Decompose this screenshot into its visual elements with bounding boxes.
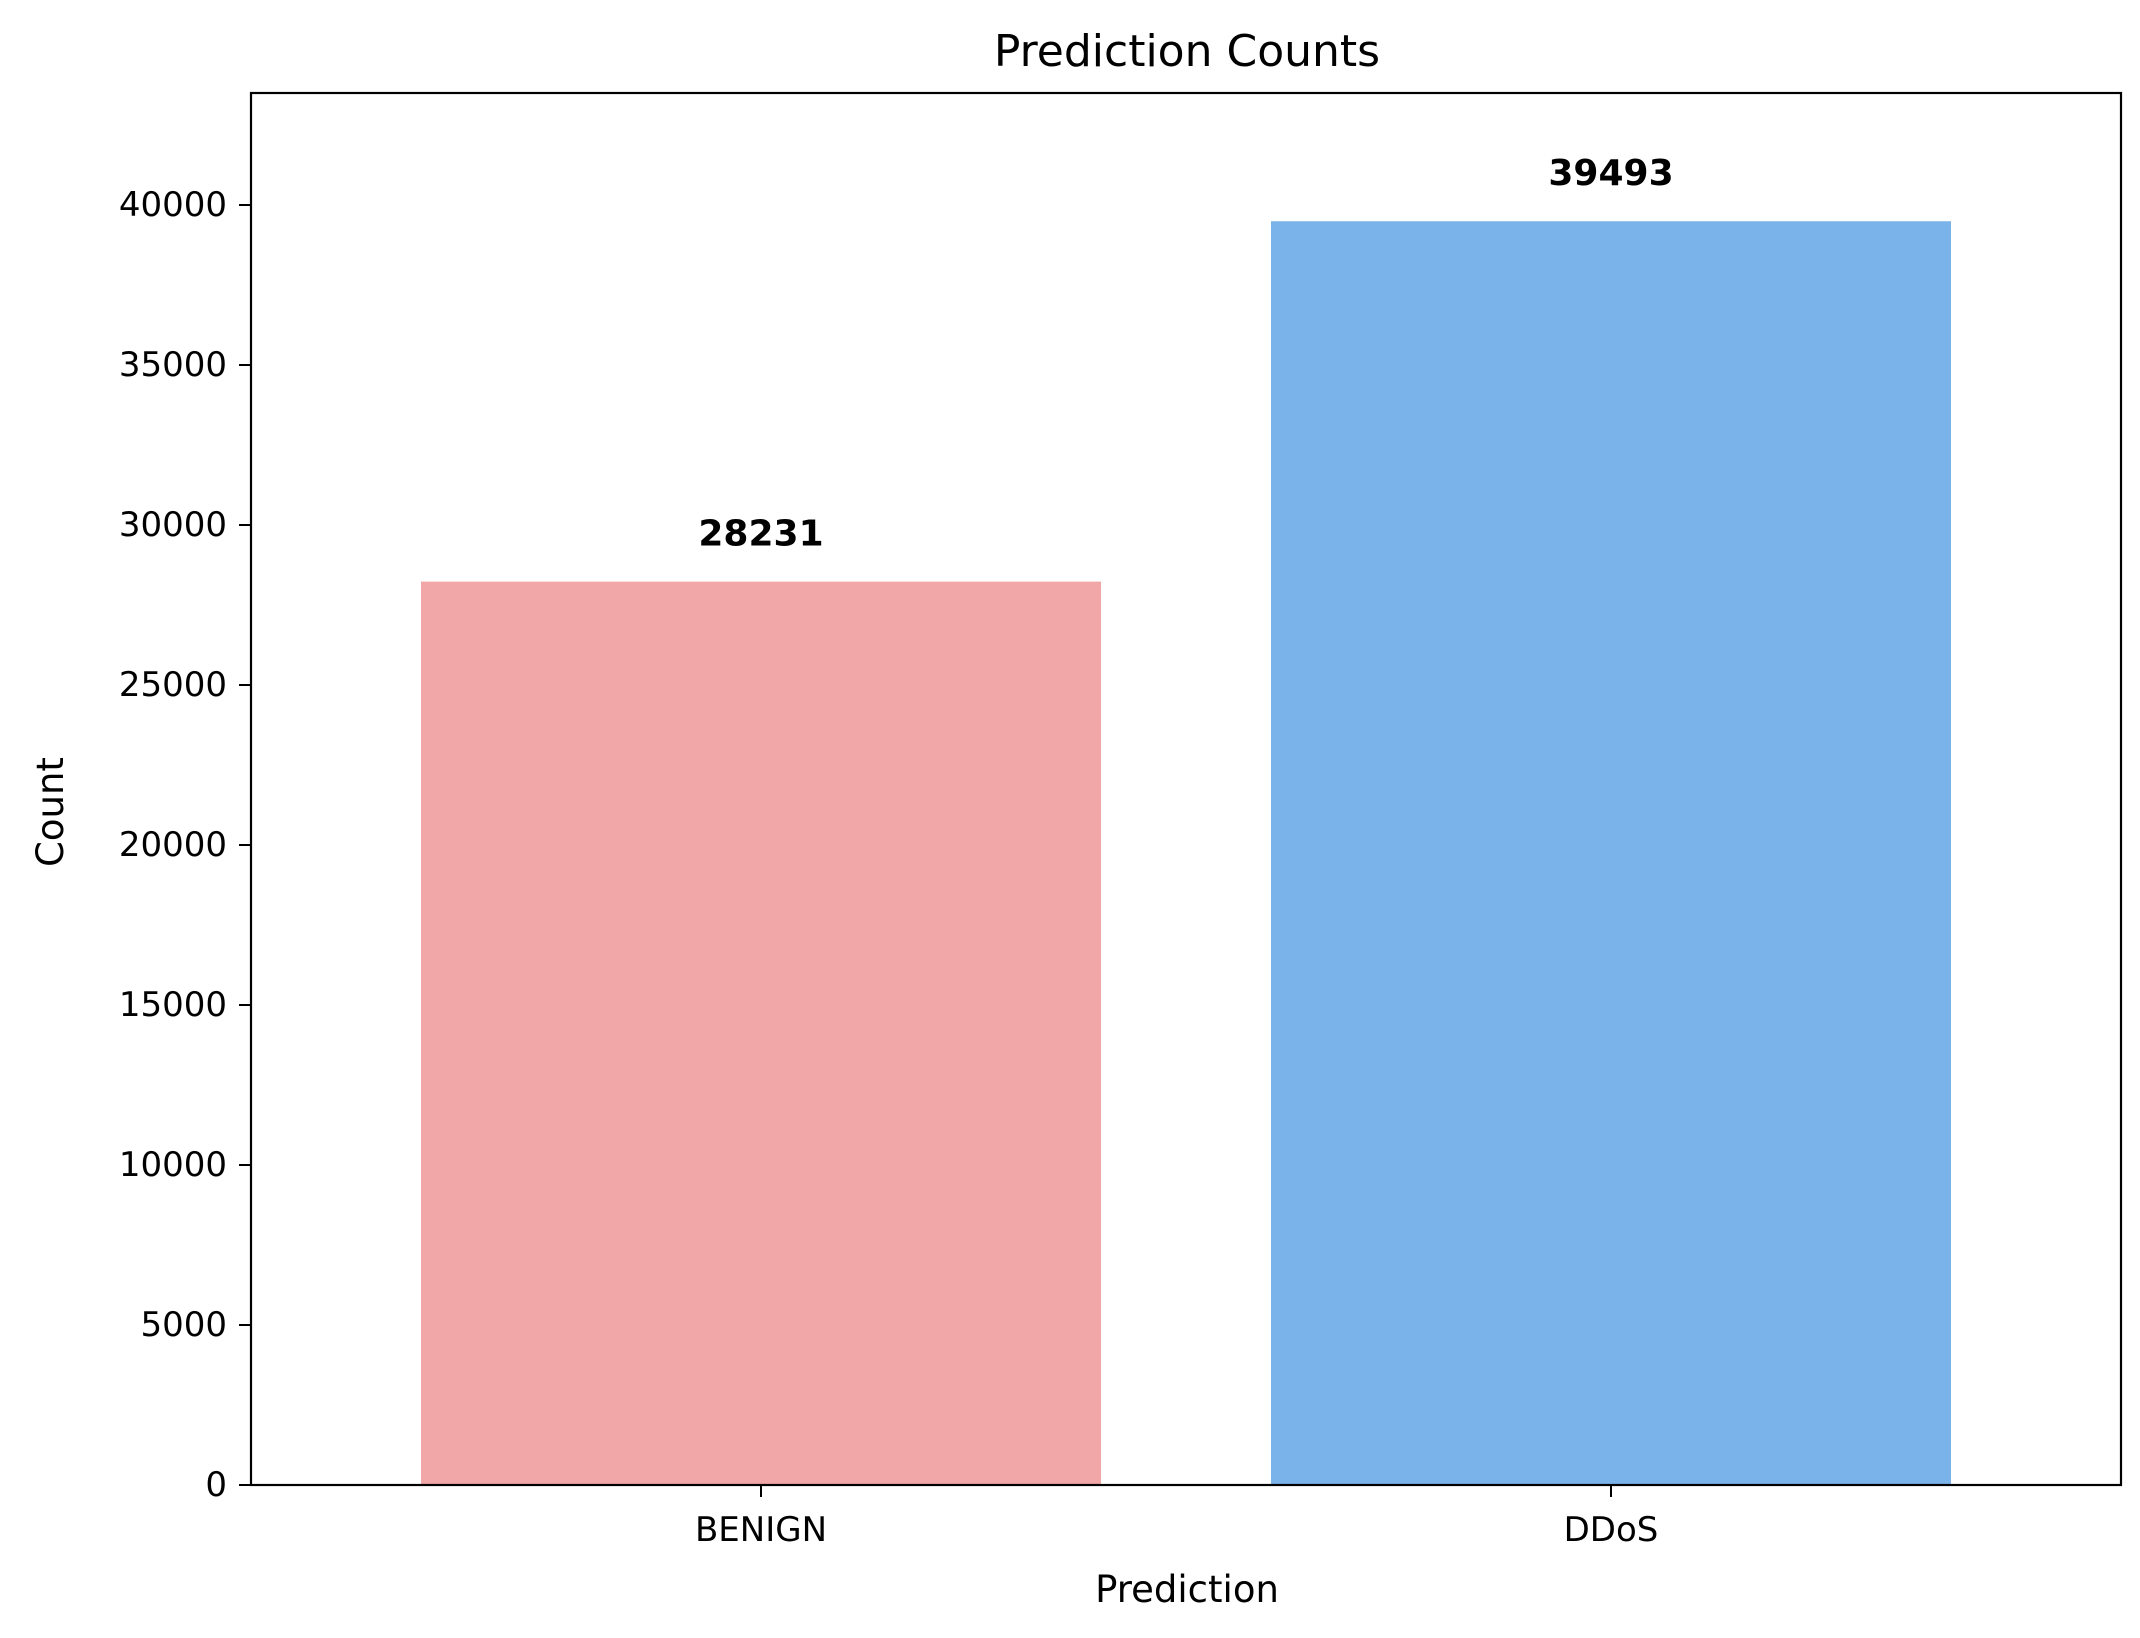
x-tick-label: DDoS — [1564, 1510, 1659, 1550]
axes-frame — [249, 91, 2123, 1487]
y-tick-label: 30000 — [119, 505, 227, 545]
data-label-benign: 28231 — [698, 514, 823, 555]
y-tick-label: 25000 — [119, 665, 227, 705]
data-label-ddos: 39493 — [1548, 153, 1673, 194]
plot-area: 28231 39493 0 5000 10000 15000 20000 25000 30000… — [119, 91, 2123, 1550]
chart-title: Prediction Counts — [994, 26, 1380, 77]
y-tick-label: 0 — [205, 1465, 227, 1505]
y-tick-label: 15000 — [119, 985, 227, 1025]
y-tick-label: 35000 — [119, 345, 227, 385]
y-tick-label: 40000 — [119, 185, 227, 225]
y-tick-label: 20000 — [119, 825, 227, 865]
y-axis-label: Count — [29, 757, 72, 867]
x-tick-label: BENIGN — [695, 1510, 827, 1550]
y-tick-label: 5000 — [140, 1305, 227, 1345]
x-axis-label: Prediction — [1095, 1568, 1279, 1611]
bar-benign — [421, 581, 1101, 1485]
bar-ddos — [1271, 221, 1951, 1485]
y-tick-label: 10000 — [119, 1145, 227, 1185]
